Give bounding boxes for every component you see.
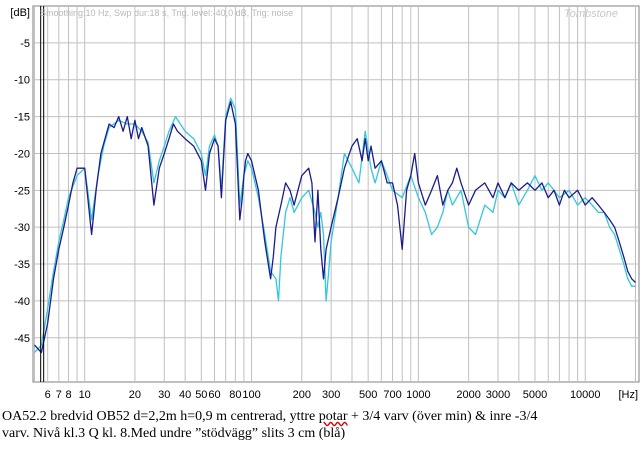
x-tick-label: 20 xyxy=(129,389,141,401)
series-line-dark xyxy=(34,101,636,354)
data-series xyxy=(34,97,636,354)
caption-line1-start: OA52.2 bredvid OB52 d=2,2m h=0,9 m centr… xyxy=(2,409,319,424)
x-tick-label: 300 xyxy=(322,389,340,401)
y-tick-label: -15 xyxy=(14,112,30,124)
x-tick-label: 3000 xyxy=(486,389,510,401)
x-tick-label: 200 xyxy=(293,389,311,401)
y-tick-label: -5 xyxy=(20,38,30,50)
frequency-response-chart: [dB] -5 -10 -15 -20 -25 -30 -35 -40 -45 6 7 8 10 20 30… xyxy=(10,5,640,401)
x-tick-label: 500 xyxy=(359,389,377,401)
x-tick-label: 700 xyxy=(383,389,401,401)
x-tick-label: 30 xyxy=(158,389,170,401)
caption-line1-end: + 3/4 varv (över min) & inre -3/4 xyxy=(347,409,538,424)
series-line-light xyxy=(34,97,636,353)
y-axis-tick-labels: [dB] -5 -10 -15 -20 -25 -30 -35 -40 -45 xyxy=(10,7,30,345)
x-tick-label: 10000 xyxy=(570,389,601,401)
y-tick-label: -25 xyxy=(14,185,30,197)
y-tick-label: -45 xyxy=(14,333,30,345)
x-tick-label: 80 xyxy=(229,389,241,401)
measurement-settings-text: Smoothing:10 Hz, Swp dur:18 s, Trig. lev… xyxy=(40,8,293,18)
x-tick-label: 7 xyxy=(56,389,62,401)
caption-line2: varv. Nivå kl.3 Q kl. 8.Med undre ”stödv… xyxy=(2,426,346,441)
x-tick-label: 8 xyxy=(65,389,71,401)
y-tick-label: -30 xyxy=(14,222,30,234)
grid-lines xyxy=(33,6,639,382)
caption-line1-underlined: potar xyxy=(318,409,348,424)
y-tick-label: -10 xyxy=(14,75,30,87)
x-tick-label: 10 xyxy=(79,389,91,401)
x-tick-label: 100 xyxy=(242,389,260,401)
markers xyxy=(40,6,45,382)
y-tick-label: -40 xyxy=(14,296,30,308)
x-tick-label: 6 xyxy=(45,389,51,401)
y-tick-label: [dB] xyxy=(10,7,30,19)
x-tick-label: [Hz] xyxy=(618,389,638,401)
x-tick-label: 5000 xyxy=(523,389,547,401)
x-tick-label: 2000 xyxy=(456,389,480,401)
y-tick-label: -20 xyxy=(14,148,30,160)
x-axis-tick-labels: 6 7 8 10 20 30 40 50 60 80 100 200 300 500 700 1000 2000… xyxy=(45,389,638,401)
brand-watermark: Tombstone xyxy=(564,8,618,20)
x-tick-label: 50 xyxy=(195,389,207,401)
x-tick-label: 60 xyxy=(208,389,220,401)
x-tick-label: 40 xyxy=(179,389,191,401)
caption: OA52.2 bredvid OB52 d=2,2m h=0,9 m centr… xyxy=(2,408,638,442)
x-tick-label: 1000 xyxy=(406,389,430,401)
plot-background xyxy=(32,5,640,383)
y-tick-label: -35 xyxy=(14,259,30,271)
